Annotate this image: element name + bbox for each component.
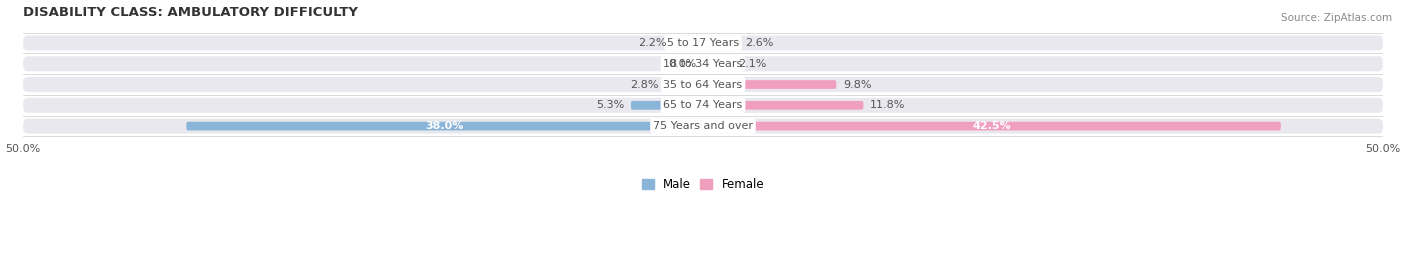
Text: 42.5%: 42.5% [973, 121, 1011, 131]
FancyBboxPatch shape [673, 39, 703, 47]
Text: 2.8%: 2.8% [630, 80, 658, 90]
Text: 2.2%: 2.2% [638, 38, 666, 48]
Text: 65 to 74 Years: 65 to 74 Years [664, 100, 742, 110]
FancyBboxPatch shape [22, 35, 1384, 50]
Text: 11.8%: 11.8% [870, 100, 905, 110]
Text: DISABILITY CLASS: AMBULATORY DIFFICULTY: DISABILITY CLASS: AMBULATORY DIFFICULTY [22, 6, 359, 18]
Text: 2.1%: 2.1% [738, 59, 766, 69]
FancyBboxPatch shape [22, 77, 1384, 92]
Text: Source: ZipAtlas.com: Source: ZipAtlas.com [1281, 13, 1392, 23]
Text: 18 to 34 Years: 18 to 34 Years [664, 59, 742, 69]
FancyBboxPatch shape [22, 98, 1384, 113]
FancyBboxPatch shape [665, 80, 703, 89]
Text: 2.6%: 2.6% [745, 38, 773, 48]
FancyBboxPatch shape [22, 56, 1384, 71]
FancyBboxPatch shape [631, 101, 703, 110]
FancyBboxPatch shape [703, 101, 863, 110]
Text: 5.3%: 5.3% [596, 100, 624, 110]
Text: 9.8%: 9.8% [844, 80, 872, 90]
Text: 75 Years and over: 75 Years and over [652, 121, 754, 131]
Text: 35 to 64 Years: 35 to 64 Years [664, 80, 742, 90]
FancyBboxPatch shape [703, 122, 1281, 131]
FancyBboxPatch shape [703, 80, 837, 89]
Text: 5 to 17 Years: 5 to 17 Years [666, 38, 740, 48]
FancyBboxPatch shape [22, 119, 1384, 133]
FancyBboxPatch shape [187, 122, 703, 131]
Text: 0.0%: 0.0% [668, 59, 696, 69]
Text: 38.0%: 38.0% [426, 121, 464, 131]
FancyBboxPatch shape [703, 59, 731, 68]
Legend: Male, Female: Male, Female [641, 178, 765, 191]
FancyBboxPatch shape [703, 39, 738, 47]
